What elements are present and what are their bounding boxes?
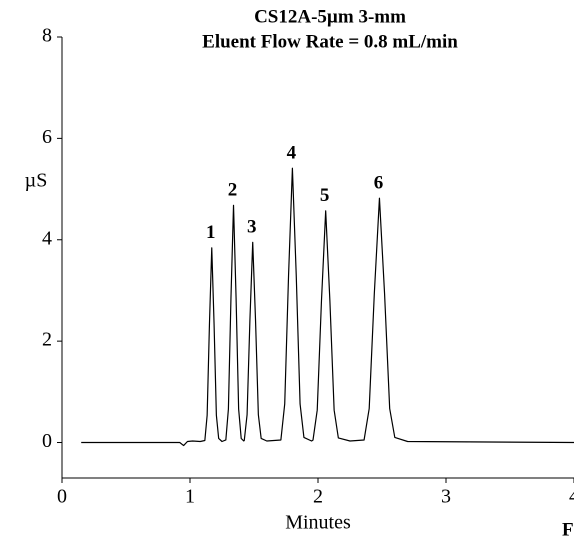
peak-label: 1 xyxy=(206,222,216,243)
x-tick-label: 1 xyxy=(185,486,195,508)
y-tick-label: 2 xyxy=(42,329,52,351)
trace xyxy=(81,167,574,447)
peak-label: 3 xyxy=(247,217,257,238)
y-tick-label: 4 xyxy=(42,227,52,249)
peak-label: 4 xyxy=(287,143,297,164)
x-axis-label: Minutes xyxy=(285,512,351,534)
chart-subtitle: Eluent Flow Rate = 0.8 mL/min xyxy=(202,31,458,52)
y-axis-label: µS xyxy=(25,170,48,192)
x-tick-label: 3 xyxy=(441,486,451,508)
peak-label: 6 xyxy=(374,173,384,194)
x-tick-label: 2 xyxy=(313,486,323,508)
peak-label: 5 xyxy=(320,185,330,206)
y-tick-label: 8 xyxy=(42,25,52,47)
chart-title: CS12A-5µm 3-mm xyxy=(254,6,406,27)
footer-fragment: F xyxy=(562,519,574,536)
y-tick-label: 0 xyxy=(42,430,52,452)
peak-label: 2 xyxy=(228,180,238,201)
x-tick-label: 4 xyxy=(569,486,574,508)
y-tick-label: 6 xyxy=(42,126,52,148)
x-tick-label: 0 xyxy=(57,486,67,508)
